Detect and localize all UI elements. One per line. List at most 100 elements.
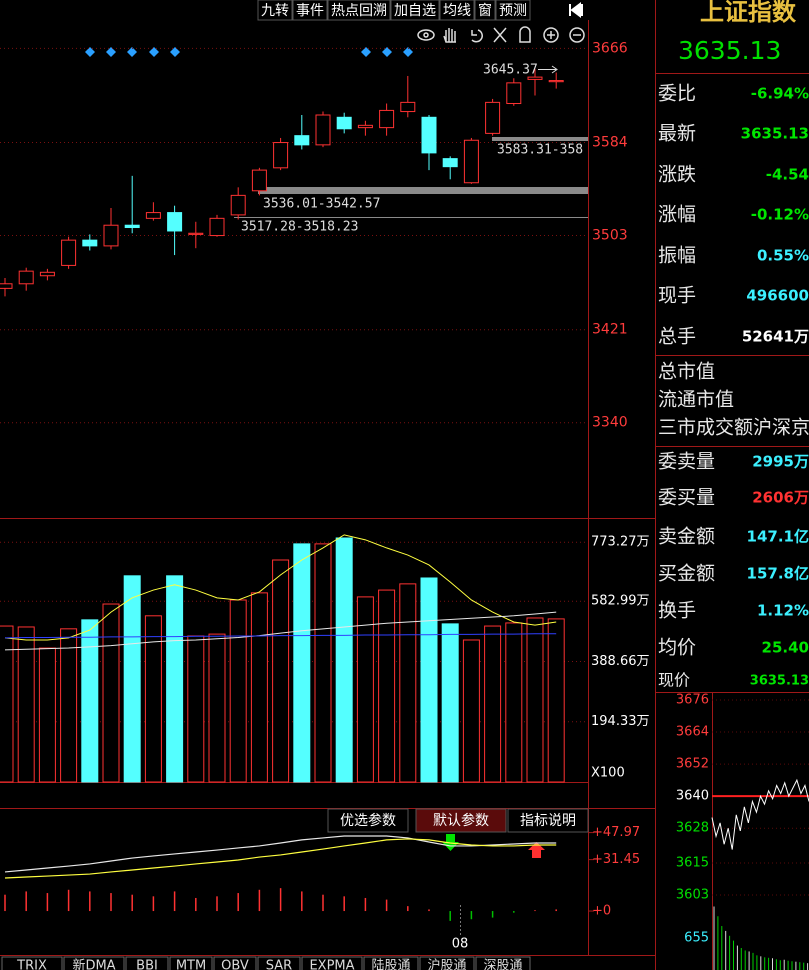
row-label: 涨跌 <box>658 164 696 186</box>
candle-body <box>230 194 246 216</box>
y-tick-label: 3615 <box>676 855 709 870</box>
indicator-button[interactable] <box>327 808 409 833</box>
toolbar-label[interactable]: 事件 <box>296 3 324 19</box>
mini-line <box>711 778 809 850</box>
y-tick-label: 3640 <box>676 789 709 804</box>
annotation: 3583.31-358 <box>497 143 583 158</box>
toolbar-label[interactable]: 热点回溯 <box>331 3 387 19</box>
tab-label[interactable]: EXPMA <box>309 959 354 970</box>
tab[interactable] <box>213 956 257 970</box>
candle-body <box>548 80 564 83</box>
row-value: 2995万 <box>752 453 809 471</box>
row-value: -0.12% <box>751 206 809 224</box>
gap-band <box>258 187 588 194</box>
row-value: 157.8亿 <box>747 565 809 583</box>
signal-diamond <box>85 47 95 57</box>
tab-label[interactable]: TRIX <box>16 959 47 970</box>
toolbar-button[interactable] <box>495 0 531 21</box>
volume-bar <box>484 625 502 783</box>
volume-bar <box>462 639 480 783</box>
tab[interactable] <box>419 956 475 970</box>
volume-bar <box>81 619 99 783</box>
tab-label[interactable]: 新DMA <box>72 958 115 970</box>
toolbar-label[interactable]: 窗 <box>478 2 492 19</box>
toolbar-button[interactable] <box>257 0 293 21</box>
annotation: 3536.01-3542.57 <box>263 197 380 212</box>
indicator-button-label[interactable]: 优选参数 <box>340 812 396 829</box>
toolbar-pin[interactable] <box>569 2 583 18</box>
candle-body <box>61 239 77 266</box>
tab-label[interactable]: 深股通 <box>483 959 522 970</box>
candle-body <box>336 116 352 130</box>
tab[interactable] <box>125 956 169 970</box>
indicator-button-label[interactable]: 默认参数 <box>433 812 489 829</box>
volume-bar <box>335 537 353 783</box>
annotation: 3517.28-3518.23 <box>241 220 358 235</box>
ma-line <box>4 633 557 639</box>
toolbar-button[interactable] <box>327 0 391 21</box>
volume-bar <box>399 583 417 783</box>
y-tick-label: +31.45 <box>592 852 640 867</box>
y-tick-label: 3652 <box>676 757 709 772</box>
y-tick-label: 582.99万 <box>591 594 650 609</box>
toolbar-button[interactable] <box>390 0 440 21</box>
tab[interactable] <box>63 956 125 970</box>
toolbar-button[interactable] <box>292 0 328 21</box>
y-tick-label: 3603 <box>676 888 709 903</box>
y-tick-label: 3421 <box>592 322 628 338</box>
row-label: 总市值 <box>658 361 715 383</box>
y-tick-label: 388.66万 <box>591 654 650 669</box>
candle-body <box>294 135 310 146</box>
toolbar-button[interactable] <box>439 0 475 21</box>
y-tick-label: 194.33万 <box>591 714 650 729</box>
row-label: 总手 <box>658 326 696 348</box>
unit-label: X100 <box>591 766 625 781</box>
y-tick-label: 3628 <box>676 821 709 836</box>
toolbar-label[interactable]: 均线 <box>443 3 471 19</box>
tab-label[interactable]: 沪股通 <box>427 958 466 970</box>
indicator-button[interactable] <box>415 808 507 833</box>
tab[interactable] <box>301 956 363 970</box>
indicator-button[interactable] <box>507 808 589 833</box>
candle-body <box>18 270 34 285</box>
candle-body <box>188 232 204 235</box>
tab[interactable] <box>1 956 63 970</box>
toolbar-label[interactable]: 九转 <box>261 3 289 19</box>
tab-label[interactable]: SAR <box>266 959 292 970</box>
row-value: 25.40 <box>762 639 809 657</box>
tab-label[interactable]: OBV <box>221 959 249 970</box>
row-value: 496600 <box>746 287 809 305</box>
row-value: 1.12% <box>757 602 809 620</box>
candle-body <box>463 139 479 184</box>
y-tick-label: 3584 <box>592 135 628 151</box>
volume-bar <box>314 543 332 783</box>
tab[interactable] <box>475 956 531 970</box>
volume-bar <box>144 615 162 783</box>
volume-bar <box>60 628 78 783</box>
tab-label[interactable]: BBI <box>136 959 158 970</box>
tab-label[interactable]: 陆股通 <box>371 958 410 970</box>
tab[interactable] <box>257 956 301 970</box>
candle-body <box>442 158 458 168</box>
toolbar-button[interactable] <box>474 0 496 21</box>
candle-body <box>103 224 119 247</box>
indicator-button-label[interactable]: 指标说明 <box>520 813 576 829</box>
toolbar-label[interactable]: 预测 <box>499 3 527 19</box>
tab-label[interactable]: MTM <box>176 959 206 970</box>
row-label: 涨幅 <box>658 204 696 226</box>
volume-bar <box>102 603 120 783</box>
volume-bar <box>250 592 268 783</box>
candle-body <box>145 212 161 219</box>
x-tick-label: 08 <box>452 937 469 952</box>
tab[interactable] <box>169 956 213 970</box>
toolbar-icons[interactable] <box>417 26 585 43</box>
volume-bar <box>356 596 374 783</box>
toolbar-label[interactable]: 加自选 <box>394 3 436 19</box>
candle-body <box>39 271 55 277</box>
row-label: 换手 <box>658 600 696 622</box>
tab[interactable] <box>363 956 419 970</box>
row-value: -6.94% <box>751 85 809 103</box>
row-value: 3635.13 <box>741 125 809 143</box>
signal-diamond <box>149 47 159 57</box>
